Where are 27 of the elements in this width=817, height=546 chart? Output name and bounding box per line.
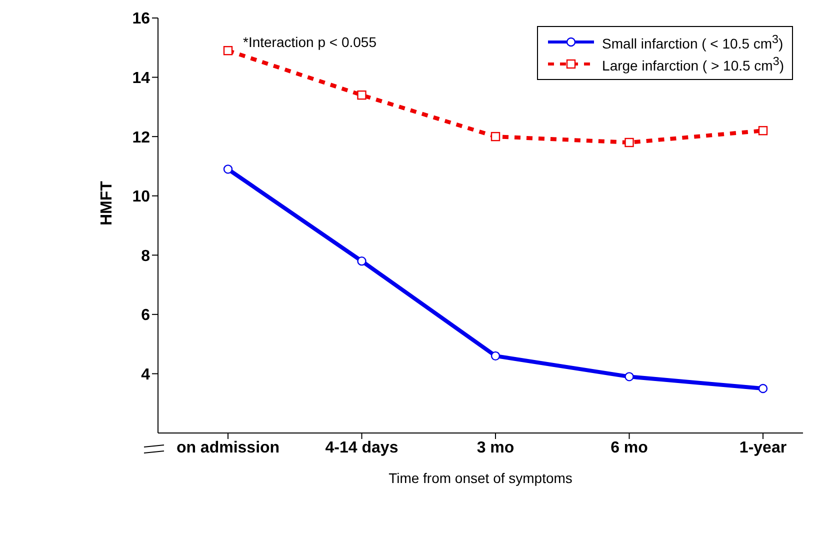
legend-label: Large infarction ( > 10.5 cm$^{3}$) — [602, 54, 784, 74]
y-tick-label: 6 — [141, 307, 150, 324]
point — [490, 132, 500, 142]
point — [223, 164, 233, 174]
y-tick-label: 4 — [141, 366, 150, 384]
x-tick-label: 3 mo — [476, 439, 514, 456]
x-tick-label: 6 mo — [610, 439, 648, 456]
y-tick-label: 10 — [132, 188, 150, 206]
y-axis-title: HMFT — [98, 180, 116, 226]
point — [758, 126, 768, 136]
point — [223, 46, 233, 56]
point — [490, 351, 500, 361]
y-tick-label: 16 — [132, 10, 150, 28]
x-axis-title: Time from onset of symptoms — [388, 470, 572, 486]
point — [357, 256, 366, 266]
y-tick-label: 8 — [141, 248, 150, 265]
y-tick-label: 12 — [132, 129, 150, 146]
point — [357, 90, 366, 100]
x-tick-label: on admission — [176, 439, 280, 456]
annotation: *Interaction p < 0.055 — [243, 34, 376, 50]
point — [624, 138, 634, 148]
y-tick-label: 14 — [132, 70, 150, 87]
legend-label: Small infarction ( < 10.5 cm$^{3}$) — [602, 32, 784, 52]
point — [624, 372, 634, 382]
x-tick-label: 4-14 days — [325, 439, 398, 456]
x-tick-label: 1-year — [739, 439, 787, 456]
point — [758, 384, 768, 394]
